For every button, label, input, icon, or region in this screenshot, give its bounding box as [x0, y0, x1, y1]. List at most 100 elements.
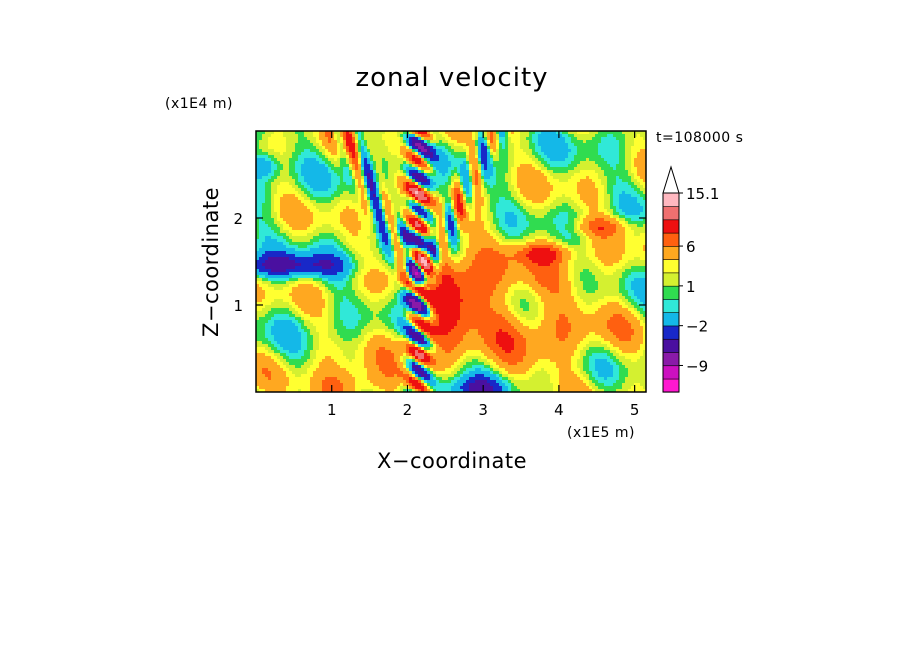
heatmap-cell	[526, 188, 530, 192]
heatmap-cell	[418, 176, 422, 180]
heatmap-cell	[337, 191, 341, 195]
heatmap-cell	[457, 137, 461, 141]
heatmap-cell	[565, 140, 569, 144]
heatmap-cell	[532, 140, 536, 144]
heatmap-cell	[484, 167, 488, 171]
heatmap-cell	[475, 158, 479, 162]
heatmap-cell	[640, 176, 644, 180]
heatmap-cell	[580, 164, 584, 168]
heatmap-cell	[514, 146, 518, 150]
heatmap-cell	[385, 176, 389, 180]
heatmap-cell	[640, 131, 644, 135]
heatmap-cell	[460, 137, 464, 141]
heatmap-cell	[337, 167, 341, 171]
heatmap-cell	[295, 167, 299, 171]
heatmap-cell	[502, 131, 506, 135]
heatmap-cell	[364, 185, 368, 189]
heatmap-cell	[322, 179, 326, 183]
heatmap-cell	[613, 173, 617, 177]
heatmap-cell	[322, 149, 326, 153]
heatmap-cell	[349, 152, 353, 156]
heatmap-cell	[286, 161, 290, 165]
heatmap-cell	[316, 155, 320, 159]
heatmap-cell	[445, 191, 449, 195]
heatmap-cell	[412, 161, 416, 165]
heatmap-cell	[514, 176, 518, 180]
heatmap-cell	[637, 167, 641, 171]
heatmap-cell	[274, 134, 278, 138]
heatmap-cell	[310, 137, 314, 141]
heatmap-cell	[367, 182, 371, 186]
heatmap-cell	[265, 158, 269, 162]
heatmap-cell	[577, 140, 581, 144]
heatmap-cell	[517, 191, 521, 195]
heatmap-cell	[412, 140, 416, 144]
heatmap-cell	[406, 170, 410, 174]
heatmap-cell	[367, 161, 371, 165]
heatmap-cell	[577, 191, 581, 195]
heatmap-cell	[295, 188, 299, 192]
heatmap-cell	[508, 146, 512, 150]
heatmap-cell	[490, 164, 494, 168]
heatmap-cell	[328, 152, 332, 156]
heatmap-cell	[514, 191, 518, 195]
heatmap-cell	[607, 158, 611, 162]
heatmap-cell	[514, 137, 518, 141]
heatmap-cell	[472, 155, 476, 159]
heatmap-cell	[619, 134, 623, 138]
heatmap-cell	[379, 179, 383, 183]
heatmap-cell	[406, 179, 410, 183]
heatmap-cell	[409, 179, 413, 183]
heatmap-cell	[631, 146, 635, 150]
heatmap-cell	[454, 131, 458, 135]
heatmap-cell	[313, 167, 317, 171]
heatmap-cell	[352, 170, 356, 174]
heatmap-cell	[271, 185, 275, 189]
heatmap-cell	[463, 173, 467, 177]
heatmap-cell	[298, 158, 302, 162]
heatmap-cell	[616, 152, 620, 156]
heatmap-cell	[439, 134, 443, 138]
heatmap-cell	[448, 176, 452, 180]
heatmap-cell	[469, 158, 473, 162]
heatmap-cell	[565, 188, 569, 192]
heatmap-cell	[511, 173, 515, 177]
heatmap-cell	[256, 137, 260, 141]
heatmap-cell	[271, 182, 275, 186]
heatmap-cell	[592, 164, 596, 168]
heatmap-cell	[637, 164, 641, 168]
heatmap-cell	[418, 185, 422, 189]
heatmap-cell	[502, 152, 506, 156]
heatmap-cell	[430, 191, 434, 195]
heatmap-cell	[460, 152, 464, 156]
heatmap-cell	[316, 194, 320, 198]
heatmap-cell	[397, 176, 401, 180]
heatmap-cell	[304, 164, 308, 168]
heatmap-cell	[421, 152, 425, 156]
heatmap-cell	[256, 173, 260, 177]
heatmap-cell	[523, 158, 527, 162]
heatmap-cell	[502, 170, 506, 174]
heatmap-cell	[385, 137, 389, 141]
heatmap-cell	[280, 176, 284, 180]
heatmap-cell	[577, 179, 581, 183]
heatmap-cell	[565, 131, 569, 135]
heatmap-cell	[634, 170, 638, 174]
heatmap-cell	[292, 158, 296, 162]
heatmap-cell	[382, 158, 386, 162]
heatmap-cell	[409, 170, 413, 174]
heatmap-cell	[295, 191, 299, 195]
heatmap-cell	[400, 140, 404, 144]
heatmap-cell	[538, 143, 542, 147]
heatmap-cell	[598, 131, 602, 135]
heatmap-cell	[478, 179, 482, 183]
heatmap-cell	[325, 161, 329, 165]
heatmap-cell	[439, 143, 443, 147]
heatmap-cell	[547, 149, 551, 153]
heatmap-cell	[433, 179, 437, 183]
heatmap-cell	[349, 185, 353, 189]
heatmap-cell	[583, 191, 587, 195]
heatmap-cell	[508, 137, 512, 141]
heatmap-cell	[547, 152, 551, 156]
heatmap-cell	[499, 170, 503, 174]
